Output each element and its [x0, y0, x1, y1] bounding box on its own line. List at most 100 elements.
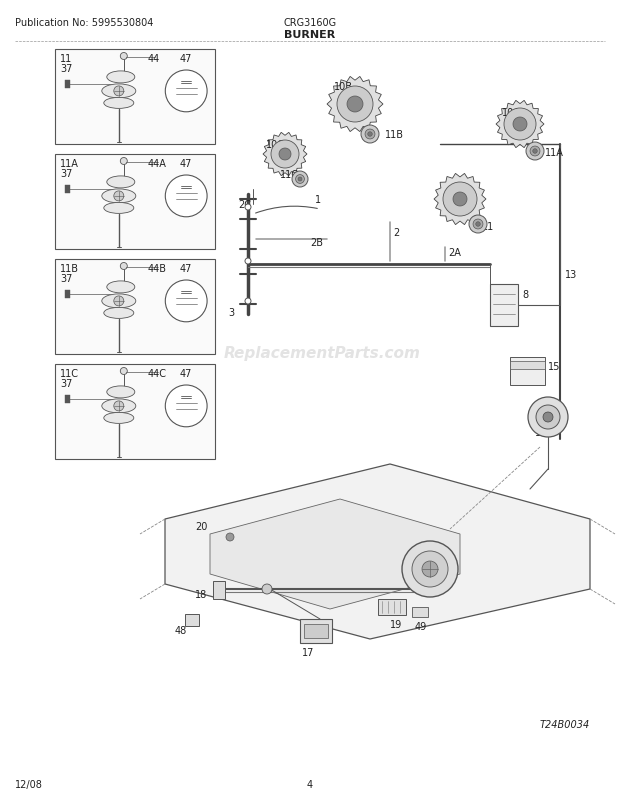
Text: 11B: 11B	[385, 130, 404, 140]
Bar	[55, 155, 215, 249]
Circle shape	[245, 205, 251, 211]
Circle shape	[166, 71, 207, 112]
Text: 11B: 11B	[60, 264, 79, 273]
Text: 47: 47	[180, 369, 192, 379]
Circle shape	[166, 176, 207, 217]
Text: 13: 13	[565, 269, 577, 280]
Text: 17: 17	[302, 647, 314, 657]
Bar	[65, 290, 70, 298]
Text: 11: 11	[60, 54, 73, 64]
Text: 37: 37	[60, 64, 73, 74]
Ellipse shape	[102, 189, 136, 204]
Circle shape	[422, 561, 438, 577]
Circle shape	[504, 109, 536, 141]
Bar	[510, 362, 545, 370]
Text: 11C: 11C	[280, 170, 299, 180]
Text: 37: 37	[60, 379, 73, 388]
Ellipse shape	[104, 203, 134, 214]
Circle shape	[226, 533, 234, 541]
Text: 20: 20	[195, 521, 207, 532]
Circle shape	[412, 551, 448, 587]
Circle shape	[262, 585, 272, 594]
Circle shape	[533, 149, 538, 154]
Circle shape	[337, 87, 373, 123]
Ellipse shape	[107, 72, 135, 83]
Circle shape	[443, 183, 477, 217]
Bar	[304, 624, 328, 638]
Text: 47: 47	[180, 159, 192, 168]
Bar	[55, 365, 215, 460]
Text: 10: 10	[448, 188, 460, 198]
Ellipse shape	[107, 387, 135, 399]
Text: 11A: 11A	[60, 159, 79, 168]
Circle shape	[469, 216, 487, 233]
Circle shape	[271, 141, 299, 168]
Circle shape	[120, 158, 127, 165]
Circle shape	[453, 192, 467, 207]
Bar	[185, 614, 199, 626]
Text: ReplacementParts.com: ReplacementParts.com	[224, 346, 421, 360]
Text: 2C: 2C	[238, 200, 251, 210]
Ellipse shape	[104, 99, 134, 109]
Circle shape	[114, 87, 124, 97]
Text: 14: 14	[555, 407, 567, 418]
Circle shape	[120, 263, 127, 270]
Bar	[490, 285, 518, 326]
Bar	[510, 358, 545, 386]
Text: CRG3160G: CRG3160G	[283, 18, 337, 28]
Ellipse shape	[107, 176, 135, 188]
Circle shape	[368, 132, 372, 137]
Bar	[65, 186, 70, 193]
Text: 48: 48	[175, 626, 187, 635]
Text: BURNER: BURNER	[285, 30, 335, 40]
Circle shape	[166, 386, 207, 427]
Ellipse shape	[102, 294, 136, 309]
Circle shape	[476, 222, 480, 227]
Text: 44A: 44A	[148, 159, 167, 168]
Ellipse shape	[104, 308, 134, 319]
Circle shape	[292, 172, 308, 188]
Text: 8: 8	[522, 290, 528, 300]
Text: 44B: 44B	[148, 264, 167, 273]
Circle shape	[543, 412, 553, 423]
Circle shape	[298, 178, 302, 182]
Circle shape	[245, 298, 251, 305]
Circle shape	[296, 176, 304, 184]
Text: 10B: 10B	[334, 82, 353, 92]
Text: 19: 19	[390, 619, 402, 630]
Text: 1: 1	[315, 195, 321, 205]
Bar	[300, 619, 332, 643]
Text: 12/08: 12/08	[15, 779, 43, 789]
Circle shape	[279, 149, 291, 160]
Ellipse shape	[102, 399, 136, 413]
Text: 11: 11	[482, 221, 494, 232]
Polygon shape	[263, 133, 307, 176]
Text: 11A: 11A	[545, 148, 564, 158]
Text: 47: 47	[180, 264, 192, 273]
Circle shape	[361, 126, 379, 144]
Text: T24B0034: T24B0034	[540, 719, 590, 729]
Circle shape	[530, 147, 540, 156]
Text: 10C: 10C	[266, 140, 285, 150]
Text: 16: 16	[535, 427, 547, 437]
Text: 47: 47	[180, 54, 192, 64]
Text: 11C: 11C	[60, 369, 79, 379]
Ellipse shape	[104, 413, 134, 424]
Ellipse shape	[102, 85, 136, 99]
Polygon shape	[496, 101, 544, 148]
Text: 3: 3	[228, 308, 234, 318]
Text: 2: 2	[393, 228, 399, 237]
Text: 44C: 44C	[148, 369, 167, 379]
Text: 44: 44	[148, 54, 160, 64]
Circle shape	[120, 368, 127, 375]
Bar	[65, 81, 70, 89]
Text: Publication No: 5995530804: Publication No: 5995530804	[15, 18, 153, 28]
Bar	[55, 260, 215, 354]
Circle shape	[245, 259, 251, 265]
Text: 37: 37	[60, 273, 73, 284]
Circle shape	[513, 118, 527, 132]
Bar	[55, 50, 215, 145]
Text: 15: 15	[548, 362, 560, 371]
Text: 18: 18	[195, 589, 207, 599]
Text: 10A: 10A	[502, 107, 521, 118]
